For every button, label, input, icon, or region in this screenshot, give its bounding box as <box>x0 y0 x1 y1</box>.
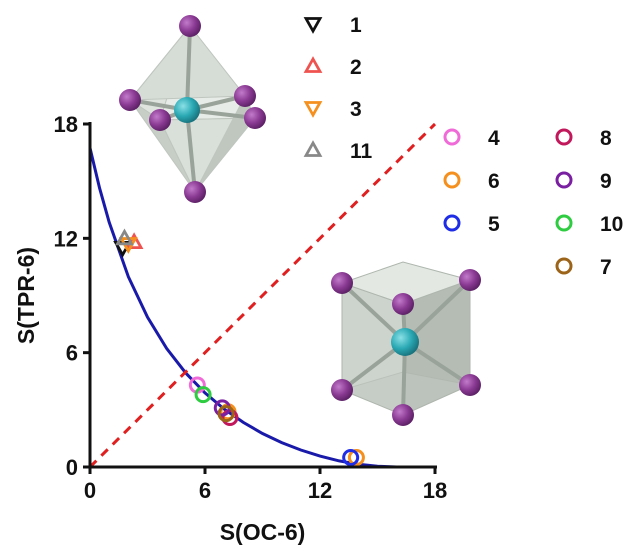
data-point-5 <box>342 448 360 466</box>
x-tick-label: 12 <box>308 478 332 503</box>
legend-marker-4 <box>443 128 461 146</box>
legend-marker-7 <box>555 257 573 275</box>
x-tick-label: 0 <box>84 478 96 503</box>
trigonal-prism-illustration <box>331 261 481 426</box>
legend-label-1: 1 <box>350 14 362 37</box>
legend-label-5: 5 <box>488 213 500 236</box>
legend-marker-11 <box>303 140 323 157</box>
legend-marker-8 <box>555 128 573 146</box>
x-tick-label: 18 <box>423 478 447 503</box>
octahedron-illustration <box>119 15 266 203</box>
axes: 0 6 12 18 0 6 12 18 S(OC-6) S(TPR-6) <box>13 112 447 545</box>
legend-label-3: 3 <box>350 98 362 121</box>
legend-label-8: 8 <box>600 127 612 150</box>
legend-label-4: 4 <box>488 127 500 150</box>
legend-marker-3 <box>303 101 323 118</box>
legend-marker-1 <box>303 17 323 34</box>
legend-marker-2 <box>303 56 323 73</box>
y-axis-title: S(TPR-6) <box>13 247 39 344</box>
data-point-10 <box>194 386 212 404</box>
data-point-6 <box>347 448 365 466</box>
data-point-11 <box>115 228 134 246</box>
legend-label-10: 10 <box>600 213 623 236</box>
x-axis-title: S(OC-6) <box>220 519 306 545</box>
legend: 1 2 3 11 4 6 5 8 9 10 7 <box>303 14 623 279</box>
y-tick-label: 12 <box>54 226 78 251</box>
legend-label-9: 9 <box>600 170 612 193</box>
legend-label-2: 2 <box>350 56 362 79</box>
legend-marker-10 <box>555 214 573 232</box>
legend-marker-9 <box>555 171 573 189</box>
data-point-7 <box>217 405 235 423</box>
legend-marker-6 <box>443 171 461 189</box>
legend-label-11: 11 <box>350 140 373 163</box>
legend-label-7: 7 <box>600 256 612 279</box>
data-points-layer <box>113 228 365 466</box>
diagonal-reference-line <box>88 122 437 469</box>
legend-marker-5 <box>443 214 461 232</box>
y-tick-label: 6 <box>66 341 78 366</box>
y-tick-label: 0 <box>66 455 78 480</box>
x-tick-label: 6 <box>199 478 211 503</box>
legend-label-6: 6 <box>488 170 500 193</box>
y-tick-label: 18 <box>54 112 78 137</box>
